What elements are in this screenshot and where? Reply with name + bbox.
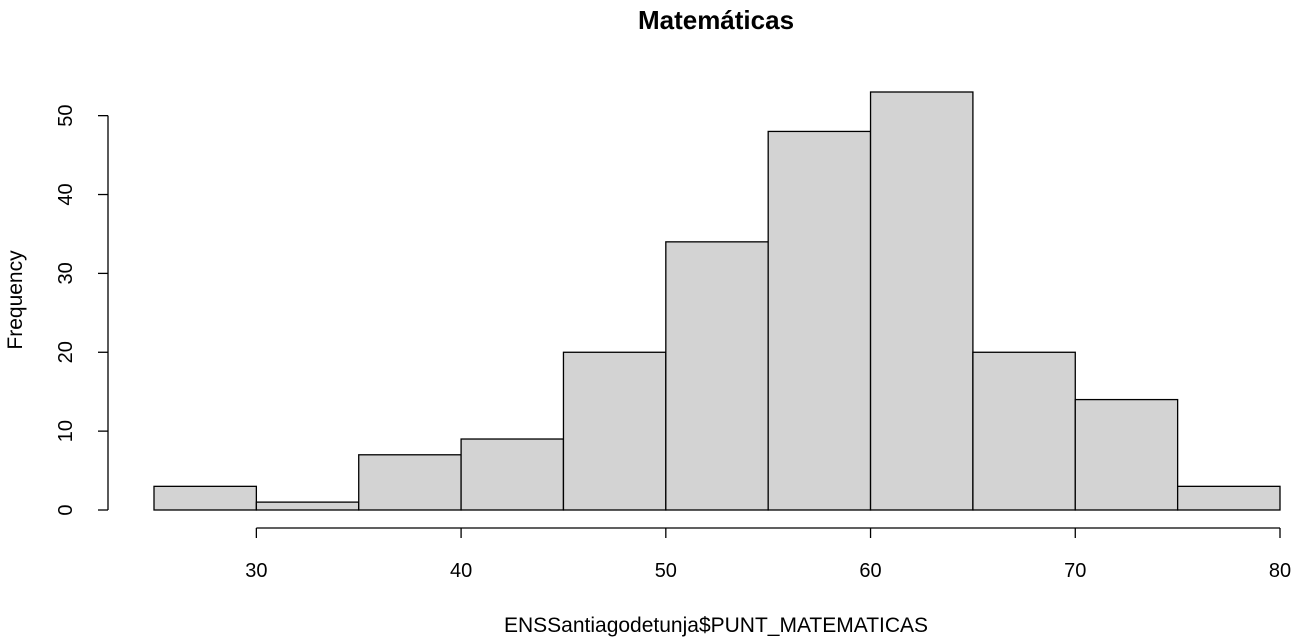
- x-axis: 30 40 50 60 70 80: [245, 527, 1291, 582]
- bars-group: [153, 91, 1281, 511]
- histogram-bar: [460, 438, 565, 511]
- y-tick-label: 40: [55, 183, 77, 205]
- chart-title: Matemáticas: [638, 5, 794, 35]
- histogram-bar: [255, 501, 360, 511]
- x-tick-label: 70: [1064, 560, 1086, 582]
- y-tick-label: 30: [55, 262, 77, 284]
- x-tick-label: 40: [450, 560, 472, 582]
- y-axis: 0 10 20 30 40 50: [55, 105, 109, 516]
- histogram-bar: [665, 241, 769, 511]
- x-tick-label: 50: [655, 560, 677, 582]
- histogram-bar: [562, 351, 667, 511]
- histogram-bar: [767, 130, 872, 511]
- x-tick-label: 80: [1269, 560, 1291, 582]
- histogram-bar: [1074, 398, 1179, 511]
- y-axis-label: Frequency: [4, 250, 27, 350]
- x-axis-label: ENSSantiagodetunja$PUNT_MATEMATICAS: [504, 614, 928, 637]
- histogram-bar: [869, 91, 974, 511]
- x-tick-label: 60: [859, 560, 881, 582]
- histogram-bar: [358, 454, 462, 511]
- histogram-bar: [972, 351, 1076, 511]
- y-tick-label: 50: [55, 105, 77, 127]
- histogram-bar: [1176, 485, 1281, 511]
- y-tick-label: 20: [55, 341, 77, 363]
- y-tick-label: 0: [55, 504, 77, 515]
- histogram-bar: [153, 485, 258, 511]
- x-tick-label: 30: [245, 560, 267, 582]
- y-tick-label: 10: [55, 420, 77, 442]
